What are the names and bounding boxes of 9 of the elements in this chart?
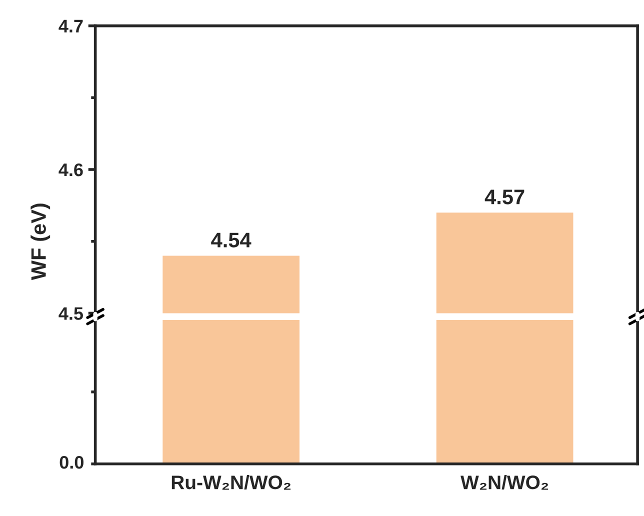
y-tick-label: 4.5 — [58, 307, 84, 320]
y-tick-label: 4.6 — [58, 163, 83, 176]
data-label: 4.57 — [484, 190, 524, 204]
y-axis-title: WF (eV) — [30, 204, 50, 280]
data-label: 4.54 — [211, 232, 252, 248]
x-tick-label: W₂N/WO₂ — [460, 474, 548, 490]
x-tick-label: Ru-W₂N/WO₂ — [172, 474, 291, 490]
y-tick-label: 4.7 — [58, 20, 83, 32]
text: 0.0 — [60, 456, 84, 469]
